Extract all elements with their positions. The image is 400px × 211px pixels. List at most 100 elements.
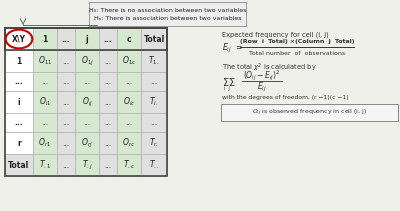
Text: ...: ...: [42, 77, 48, 86]
Bar: [117, 113, 141, 132]
Bar: [33, 113, 57, 132]
Text: Total number  of  observations: Total number of observations: [249, 50, 345, 55]
Text: ...: ...: [42, 118, 48, 127]
Text: $O_{rj}$: $O_{rj}$: [81, 137, 93, 150]
Text: $O_{ij}$: $O_{ij}$: [82, 95, 92, 108]
Text: $E_{ij}$: $E_{ij}$: [222, 41, 232, 55]
Text: ...: ...: [104, 161, 112, 169]
Text: ...: ...: [150, 77, 158, 86]
Text: ...: ...: [62, 35, 70, 43]
Bar: [141, 154, 167, 176]
Text: 1: 1: [42, 35, 48, 43]
Bar: [33, 154, 57, 176]
Text: $T_{..}$: $T_{..}$: [149, 159, 159, 171]
Text: Total: Total: [8, 161, 30, 169]
Bar: [57, 91, 75, 113]
Bar: [117, 72, 141, 91]
Bar: [141, 28, 167, 50]
Text: =: =: [235, 43, 241, 53]
Text: ...: ...: [150, 118, 158, 127]
Bar: [75, 50, 99, 72]
Text: ...: ...: [62, 138, 70, 147]
Bar: [99, 28, 117, 50]
Text: $O_{rc}$: $O_{rc}$: [122, 137, 136, 149]
Text: 1: 1: [16, 57, 22, 65]
Text: $\Sigma\Sigma$: $\Sigma\Sigma$: [222, 76, 236, 88]
Text: ...: ...: [104, 97, 112, 107]
Text: (Row  i  Total) ×(Column  j  Total): (Row i Total) ×(Column j Total): [240, 38, 354, 43]
Bar: [5, 113, 33, 132]
Text: $T_{.c}$: $T_{.c}$: [123, 159, 135, 171]
Bar: [117, 91, 141, 113]
Text: ...: ...: [62, 161, 70, 169]
Bar: [57, 154, 75, 176]
Bar: [33, 28, 57, 50]
Bar: [5, 28, 167, 176]
Bar: [99, 50, 117, 72]
Bar: [75, 154, 99, 176]
Text: ...: ...: [104, 57, 112, 65]
Bar: [57, 28, 75, 50]
Text: $(O_{ij}-E_{ij})^2$: $(O_{ij}-E_{ij})^2$: [243, 69, 281, 83]
Text: $O_{ic}$: $O_{ic}$: [123, 96, 135, 108]
Text: $T_{.j}$: $T_{.j}$: [82, 158, 92, 172]
Bar: [141, 132, 167, 154]
Text: ...: ...: [15, 77, 23, 86]
Text: ...: ...: [62, 97, 70, 107]
Bar: [75, 132, 99, 154]
Bar: [99, 91, 117, 113]
Bar: [57, 72, 75, 91]
Bar: [57, 50, 75, 72]
Text: $O_{r1}$: $O_{r1}$: [38, 137, 52, 149]
Text: $T_{i.}$: $T_{i.}$: [149, 96, 159, 108]
Bar: [5, 132, 33, 154]
Text: $O_{1j}$: $O_{1j}$: [80, 54, 94, 68]
Text: $O_{ij}$ is observed frequency in cell (i, j): $O_{ij}$ is observed frequency in cell (…: [252, 107, 367, 118]
Bar: [141, 50, 167, 72]
Text: with the degrees of freedom, (r −1)(c −1): with the degrees of freedom, (r −1)(c −1…: [222, 95, 349, 100]
Text: X\Y: X\Y: [12, 35, 26, 43]
Bar: [33, 50, 57, 72]
Bar: [99, 72, 117, 91]
Text: r: r: [17, 138, 21, 147]
Text: i  j: i j: [224, 85, 230, 91]
Bar: [117, 28, 141, 50]
Bar: [57, 132, 75, 154]
Bar: [5, 154, 33, 176]
Text: ...: ...: [84, 77, 90, 86]
Text: ...: ...: [62, 57, 70, 65]
Bar: [141, 113, 167, 132]
Bar: [5, 28, 167, 50]
Text: ...: ...: [126, 77, 132, 86]
Text: $O_{i1}$: $O_{i1}$: [39, 96, 51, 108]
Text: $T_{1.}$: $T_{1.}$: [148, 55, 160, 67]
Text: ...: ...: [104, 35, 112, 43]
Bar: [75, 113, 99, 132]
Text: ...: ...: [84, 118, 90, 127]
Text: ...: ...: [62, 77, 70, 86]
Bar: [99, 154, 117, 176]
Bar: [75, 91, 99, 113]
Text: ...: ...: [62, 118, 70, 127]
Bar: [5, 28, 33, 50]
Text: $O_{1c}$: $O_{1c}$: [122, 55, 136, 67]
Text: $E_{ij}$: $E_{ij}$: [257, 80, 267, 93]
FancyBboxPatch shape: [221, 104, 398, 121]
Text: j: j: [86, 35, 88, 43]
Bar: [99, 113, 117, 132]
Bar: [99, 132, 117, 154]
Bar: [33, 91, 57, 113]
Text: i: i: [18, 97, 20, 107]
Text: The total $\chi^2$ is calculated by: The total $\chi^2$ is calculated by: [222, 62, 317, 74]
Text: ...: ...: [104, 138, 112, 147]
Text: $O_{11}$: $O_{11}$: [38, 55, 52, 67]
Text: ...: ...: [104, 77, 112, 86]
FancyBboxPatch shape: [89, 2, 246, 26]
Bar: [75, 72, 99, 91]
Bar: [57, 113, 75, 132]
Text: Hₐ: There is association between two variables: Hₐ: There is association between two var…: [94, 15, 241, 20]
Bar: [141, 91, 167, 113]
Text: ...: ...: [104, 118, 112, 127]
Text: c: c: [127, 35, 131, 43]
Bar: [117, 132, 141, 154]
